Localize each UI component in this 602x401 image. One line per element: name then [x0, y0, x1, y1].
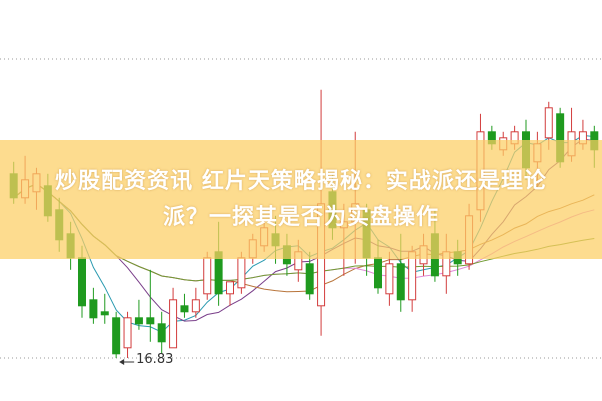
candle-body [100, 311, 109, 316]
candle-body [89, 299, 98, 319]
candle-body [305, 263, 314, 295]
low-price-label: 16.83 [136, 352, 174, 367]
candle-body [385, 263, 394, 295]
candle-body [78, 257, 86, 307]
candle-body [180, 305, 189, 313]
candle-body [123, 317, 132, 349]
candle-body [226, 281, 234, 295]
candle-body [396, 263, 405, 301]
candle-body [191, 299, 200, 313]
candle-body [237, 257, 246, 289]
candle-body [203, 257, 212, 295]
low-arrow-head [119, 359, 125, 365]
candle-body [112, 317, 121, 355]
candle-body [374, 257, 382, 289]
candle-body [146, 317, 155, 325]
title-line-1: 炒股配资资讯 红片天策略揭秘：实战派还是理论 [55, 168, 547, 194]
candle-body [134, 317, 143, 325]
candle-body [169, 299, 178, 349]
title-banner: 炒股配资资讯 红片天策略揭秘：实战派还是理论 派？一探其是否为实盘操作 [0, 140, 602, 259]
title-line-2: 派？一探其是否为实盘操作 [162, 204, 439, 230]
candle-body [157, 323, 166, 343]
candle-body [408, 251, 417, 301]
candle-body [544, 107, 553, 139]
